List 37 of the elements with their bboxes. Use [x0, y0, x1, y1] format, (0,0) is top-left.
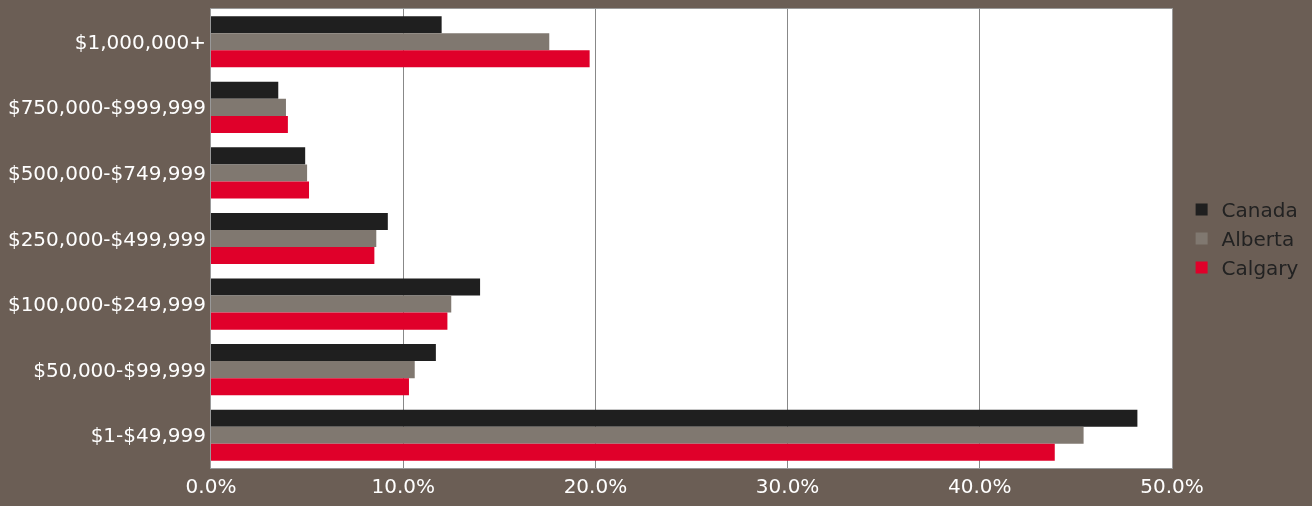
bar — [211, 409, 1138, 427]
bar — [211, 33, 550, 51]
bar — [211, 378, 409, 396]
bar — [211, 147, 306, 165]
bar — [211, 181, 310, 199]
y-tick-label: $100,000-$249,999 — [7, 292, 206, 317]
legend-label: Calgary — [1221, 256, 1299, 281]
bar — [211, 164, 308, 182]
bar — [211, 426, 1084, 444]
bar — [211, 115, 288, 133]
bar — [211, 278, 481, 296]
y-tick-label: $500,000-$749,999 — [7, 160, 206, 185]
bar — [211, 312, 448, 330]
y-tick-label: $1,000,000+ — [74, 29, 206, 54]
x-tick-label: 30.0% — [755, 474, 820, 498]
x-tick-label: 50.0% — [1140, 474, 1204, 498]
bar — [211, 98, 286, 116]
y-tick-label: $250,000-$499,999 — [7, 226, 206, 251]
bar — [211, 295, 452, 313]
x-tick-label: 20.0% — [563, 474, 628, 498]
y-tick-label: $750,000-$999,999 — [7, 95, 206, 120]
legend-label: Alberta — [1221, 227, 1295, 252]
bar — [211, 247, 375, 265]
legend-label: Canada — [1221, 198, 1298, 223]
bar — [211, 229, 377, 248]
bar — [211, 212, 388, 230]
y-tick-label: $50,000-$99,999 — [33, 357, 206, 382]
bar — [211, 443, 1055, 461]
bar — [211, 361, 415, 379]
x-tick-label: 40.0% — [948, 474, 1012, 498]
bar — [211, 50, 590, 68]
x-tick-label: 0.0% — [185, 474, 237, 498]
bar — [211, 16, 442, 34]
x-tick-label: 10.0% — [371, 474, 435, 498]
bar — [211, 344, 436, 362]
bar — [211, 81, 279, 99]
y-tick-label: $1-$49,999 — [90, 423, 206, 448]
